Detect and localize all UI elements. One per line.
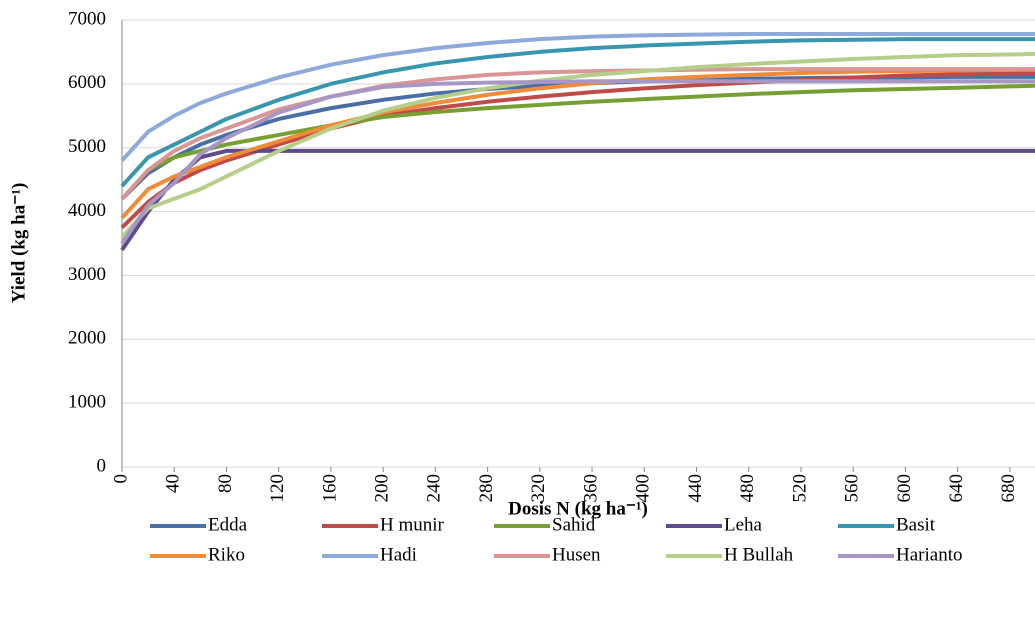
series-line xyxy=(120,32,1035,162)
x-tick-label: 120 xyxy=(267,474,288,503)
x-tick-label: 400 xyxy=(633,474,654,503)
x-tick-label: 280 xyxy=(476,474,497,503)
y-tick-label: 6000 xyxy=(68,72,106,93)
x-tick-label: 240 xyxy=(424,474,445,503)
x-tick-label: 440 xyxy=(685,474,706,503)
y-axis-label: Yield (kg ha⁻¹) xyxy=(8,183,29,304)
x-tick-label: 680 xyxy=(998,474,1019,503)
y-tick-label: 2000 xyxy=(68,328,106,349)
legend-label: H Bullah xyxy=(724,544,794,565)
y-tick-label: 1000 xyxy=(68,392,106,413)
legend-label: H munir xyxy=(380,514,445,535)
legend-label: Leha xyxy=(724,514,763,535)
legend-label: Hadi xyxy=(380,544,417,565)
x-tick-label: 160 xyxy=(319,474,340,503)
x-tick-label: 600 xyxy=(894,474,915,503)
x-tick-label: 0 xyxy=(110,474,131,484)
series-line xyxy=(120,37,1035,188)
series-line xyxy=(120,67,1035,220)
x-tick-label: 40 xyxy=(163,474,184,493)
series-line xyxy=(120,67,1035,201)
x-tick-label: 200 xyxy=(372,474,393,503)
legend-label: Edda xyxy=(208,514,248,535)
series-line xyxy=(120,71,1035,229)
series-line xyxy=(120,148,1035,252)
legend-label: Basit xyxy=(896,514,936,535)
x-tick-label: 560 xyxy=(842,474,863,503)
x-axis-label: Dosis N (kg ha⁻¹) xyxy=(508,498,648,519)
legend-label: Riko xyxy=(208,544,245,565)
x-tick-label: 520 xyxy=(789,474,810,503)
y-tick-label: 4000 xyxy=(68,200,106,221)
series-line xyxy=(120,83,1035,201)
y-tick-label: 0 xyxy=(97,455,107,476)
y-tick-label: 5000 xyxy=(68,136,106,157)
y-tick-label: 3000 xyxy=(68,264,106,285)
x-tick-label: 320 xyxy=(528,474,549,503)
x-tick-label: 480 xyxy=(737,474,758,503)
legend-label: Sahid xyxy=(552,514,596,535)
legend-label: Harianto xyxy=(896,544,962,565)
legend-label: Husen xyxy=(552,544,601,565)
x-tick-label: 360 xyxy=(580,474,601,503)
x-tick-label: 80 xyxy=(215,474,236,493)
y-tick-label: 7000 xyxy=(68,8,106,29)
series-line xyxy=(120,79,1035,245)
x-tick-label: 640 xyxy=(946,474,967,503)
